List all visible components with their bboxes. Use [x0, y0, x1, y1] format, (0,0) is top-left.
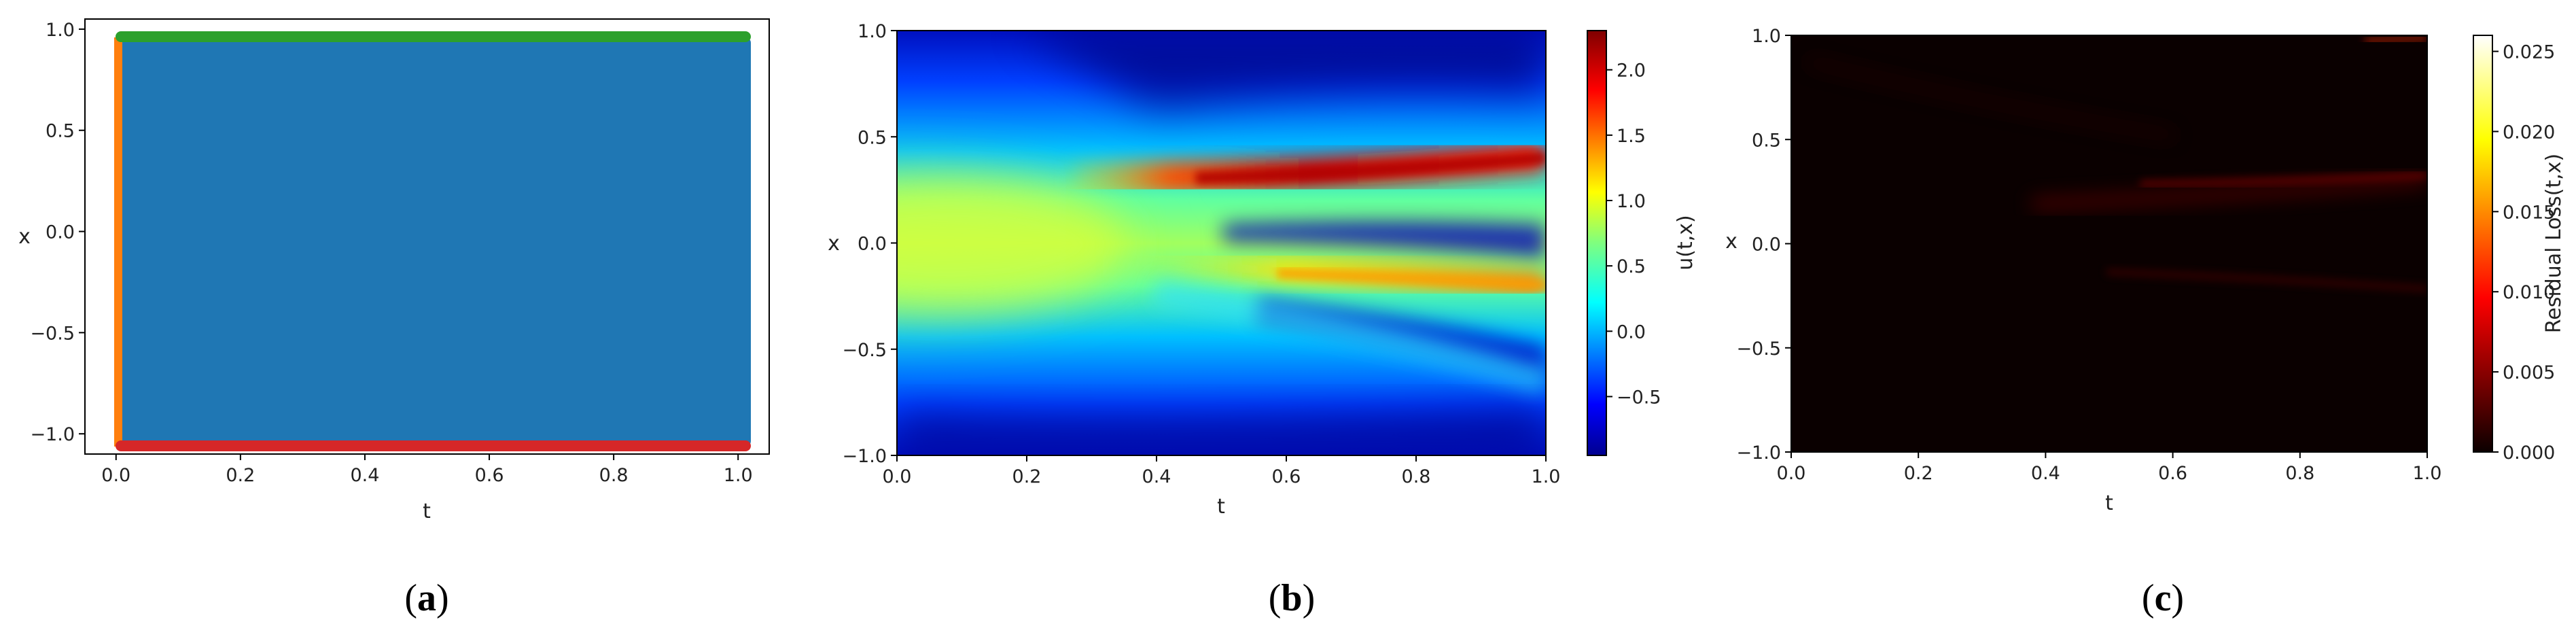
x-tick-label: 0.2: [226, 465, 255, 486]
panel-label-a: (a): [404, 577, 448, 619]
x-tick-label: 0.4: [2031, 463, 2060, 484]
y-tick-label: 0.5: [1752, 130, 1781, 151]
panel-label-b: (b): [1269, 577, 1315, 619]
panel-c-xlabel: t: [2105, 491, 2113, 515]
x-tick-label: 1.0: [724, 465, 753, 486]
y-tick-label: 0.0: [1752, 234, 1781, 256]
panel-a-xlabel: t: [423, 500, 431, 523]
y-tick-label: −1.0: [1736, 442, 1781, 464]
colorbar-tick-label: 1.0: [1617, 191, 1646, 212]
panel-label-c: (c): [2142, 577, 2184, 619]
x-tick-label: 0.2: [1904, 463, 1933, 484]
panel-c-colorbar-ticks: 0.025 0.020 0.015 0.010 0.005 0.000: [2492, 42, 2555, 464]
panel-c-heatmap: [1791, 35, 2427, 452]
panel-b-ylabel: x: [828, 232, 840, 256]
x-tick-label: 0.6: [2158, 463, 2187, 484]
y-tick-label: 1.0: [46, 20, 75, 41]
x-tick-label: 0.0: [883, 466, 912, 487]
x-tick-label: 0.0: [1777, 463, 1806, 484]
colorbar-tick-label: 1.5: [1617, 126, 1646, 147]
y-tick-label: 1.0: [1752, 26, 1781, 47]
x-tick-label: 0.8: [1402, 466, 1431, 487]
panel-b-y-ticks: 1.0 0.5 0.0 −0.5 −1.0: [842, 21, 897, 467]
panel-a: 0.0 0.2 0.4 0.6 0.8 1.0 1.0 0.5 0.0 −0.5 −1.0 t x: [18, 18, 770, 523]
panel-c-colorbar-label: Residual Loss(t,x): [2542, 154, 2566, 334]
x-tick-label: 0.0: [101, 465, 130, 486]
initial-condition-points: [114, 37, 122, 447]
colorbar-tick-label: 0.0: [1617, 322, 1646, 343]
panel-b-x-ticks: 0.0 0.2 0.4 0.6 0.8 1.0: [883, 455, 1561, 487]
y-tick-label: −1.0: [30, 424, 75, 445]
y-tick-label: −0.5: [30, 323, 75, 344]
x-tick-label: 0.2: [1012, 466, 1042, 487]
panel-c-ylabel: x: [1725, 230, 1737, 254]
x-tick-label: 0.8: [599, 465, 629, 486]
colorbar-tick-label: −0.5: [1617, 387, 1661, 408]
panel-a-x-ticks: 0.0 0.2 0.4 0.6 0.8 1.0: [101, 454, 753, 486]
y-tick-label: 0.5: [46, 121, 75, 142]
x-tick-label: 1.0: [1532, 466, 1561, 487]
colorbar-tick-label: 0.005: [2503, 362, 2555, 383]
panel-b-colorbar-ticks: 2.0 1.5 1.0 0.5 0.0 −0.5: [1606, 60, 1661, 408]
y-tick-label: −0.5: [842, 340, 887, 361]
x-tick-label: 0.4: [1142, 466, 1171, 487]
colorbar-tick-label: 0.025: [2503, 42, 2555, 63]
x-tick-label: 0.6: [475, 465, 504, 486]
y-tick-label: −0.5: [1736, 338, 1781, 360]
colorbar-tick-label: 0.010: [2503, 282, 2555, 303]
y-tick-label: −1.0: [842, 446, 887, 467]
panel-b-heatmap: [897, 31, 1546, 455]
colorbar-tick-label: 0.5: [1617, 256, 1646, 277]
upper-boundary-points: [116, 31, 751, 42]
lower-boundary-points: [116, 440, 751, 451]
x-tick-label: 0.4: [350, 465, 379, 486]
x-tick-label: 0.8: [2285, 463, 2314, 484]
panel-c-y-ticks: 1.0 0.5 0.0 −0.5 −1.0: [1736, 26, 1791, 464]
colorbar-tick-label: 2.0: [1617, 60, 1646, 82]
colorbar-tick-label: 0.000: [2503, 442, 2555, 464]
panel-b-colorbar: [1587, 30, 1607, 456]
panel-b: 0.0 0.2 0.4 0.6 0.8 1.0 1.0 0.5 0.0 −0.5 −1.0 t x…: [828, 21, 1697, 519]
y-tick-label: 0.0: [46, 222, 75, 243]
panel-c: 0.0 0.2 0.4 0.6 0.8 1.0 1.0 0.5 0.0 −0.5 −1.0 t x…: [1725, 26, 2566, 515]
panel-c-colorbar: [2473, 35, 2493, 453]
panel-b-colorbar-label: u(t,x): [1674, 215, 1697, 270]
x-tick-label: 0.6: [1272, 466, 1301, 487]
panel-c-x-ticks: 0.0 0.2 0.4 0.6 0.8 1.0: [1777, 452, 2442, 484]
y-tick-label: 1.0: [858, 21, 887, 42]
y-tick-label: 0.0: [858, 234, 887, 255]
interior-collocation-points: [119, 37, 751, 447]
panel-a-y-ticks: 1.0 0.5 0.0 −0.5 −1.0: [30, 20, 85, 445]
x-tick-label: 1.0: [2413, 463, 2442, 484]
panel-a-ylabel: x: [18, 225, 31, 249]
colorbar-tick-label: 0.015: [2503, 202, 2555, 223]
panel-b-xlabel: t: [1217, 495, 1225, 519]
y-tick-label: 0.5: [858, 127, 887, 148]
colorbar-tick-label: 0.020: [2503, 122, 2555, 143]
